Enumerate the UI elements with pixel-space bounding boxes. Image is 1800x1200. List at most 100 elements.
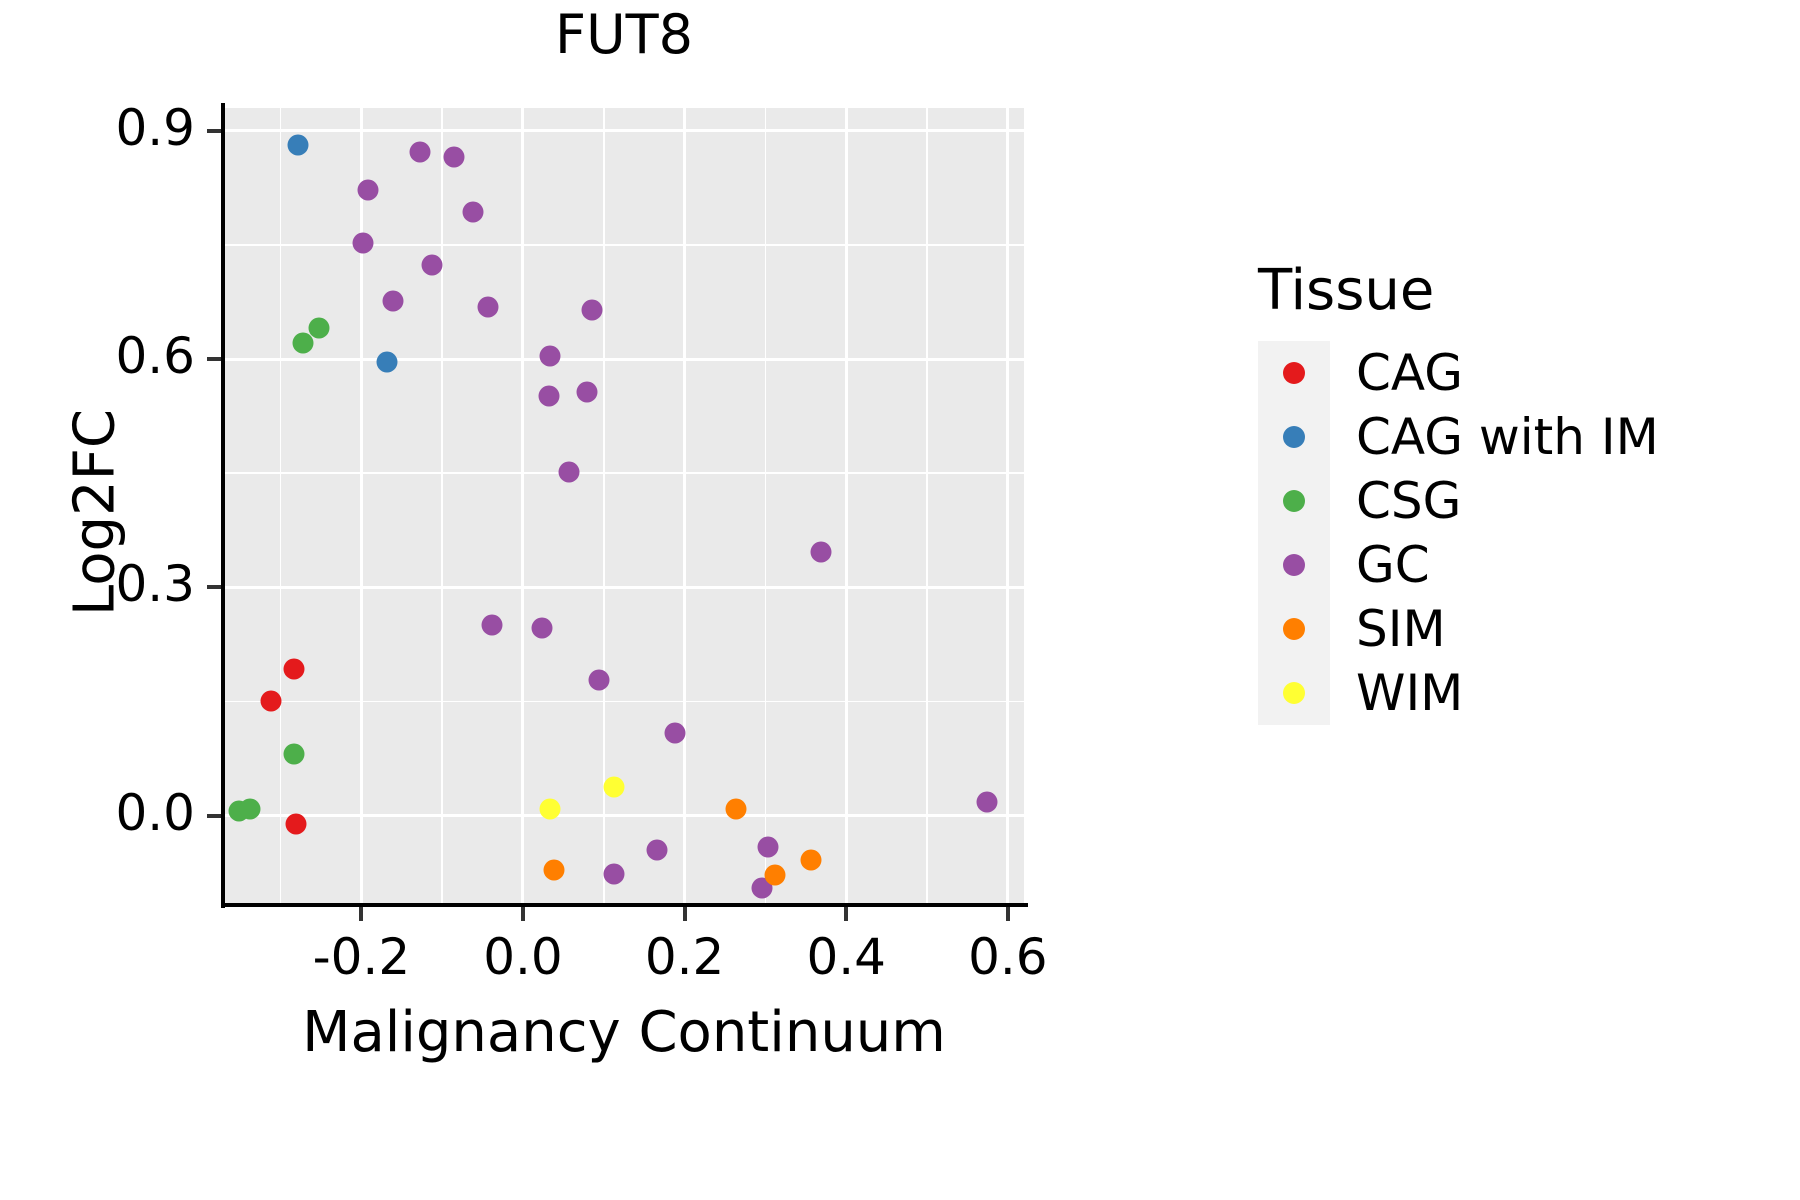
y-axis-tick-label: 0.6 xyxy=(115,327,195,386)
plot-panel xyxy=(224,108,1024,903)
gridline-minor-vertical xyxy=(764,108,767,903)
gridline-minor-horizontal xyxy=(224,244,1024,246)
y-axis-tick-label: 0.9 xyxy=(115,98,195,157)
legend-item-label: GC xyxy=(1356,536,1430,594)
data-point[interactable] xyxy=(285,813,307,835)
data-point[interactable] xyxy=(558,461,580,483)
gridline-minor-vertical xyxy=(603,108,605,903)
legend-dot-icon xyxy=(1283,490,1305,512)
data-point[interactable] xyxy=(283,658,305,680)
gridline-major-vertical xyxy=(521,108,525,903)
legend-item-sim[interactable]: SIM xyxy=(1258,597,1778,661)
legend-swatch xyxy=(1258,469,1330,533)
data-point[interactable] xyxy=(376,351,398,373)
gridline-major-horizontal xyxy=(224,129,1024,133)
data-point[interactable] xyxy=(481,614,503,636)
legend-swatch xyxy=(1258,341,1330,405)
data-point[interactable] xyxy=(260,690,282,712)
legend-swatch-background xyxy=(1258,341,1330,725)
data-point[interactable] xyxy=(287,134,309,156)
legend-item-label: CAG xyxy=(1356,344,1463,402)
gridline-minor-vertical xyxy=(441,108,443,903)
x-axis-tick xyxy=(359,907,364,921)
data-point[interactable] xyxy=(357,179,379,201)
data-point[interactable] xyxy=(477,296,499,318)
legend-dot-icon xyxy=(1283,362,1305,384)
gridline-minor-horizontal xyxy=(224,700,1024,703)
data-point[interactable] xyxy=(664,722,686,744)
data-point[interactable] xyxy=(539,798,561,820)
data-point[interactable] xyxy=(764,864,786,886)
data-point[interactable] xyxy=(539,345,561,367)
gridline-major-horizontal xyxy=(224,357,1024,361)
data-point[interactable] xyxy=(646,839,668,861)
legend-item-label: CAG with IM xyxy=(1356,408,1659,466)
data-point[interactable] xyxy=(283,743,305,765)
legend-item-cag[interactable]: CAG xyxy=(1258,341,1778,405)
y-axis-tick xyxy=(207,813,221,818)
data-point[interactable] xyxy=(603,776,625,798)
x-axis-tick xyxy=(1005,907,1010,921)
legend-entries: CAG CAG with IM CSG GC SIM WIM xyxy=(1258,341,1778,725)
legend-item-label: SIM xyxy=(1356,600,1446,658)
x-axis-tick-label: 0.6 xyxy=(968,928,1048,986)
data-point[interactable] xyxy=(976,791,998,813)
data-point[interactable] xyxy=(409,141,431,163)
data-point[interactable] xyxy=(588,669,610,691)
data-point[interactable] xyxy=(531,617,553,639)
legend: Tissue CAG CAG with IM CSG GC SIM WIM xyxy=(1258,258,1778,725)
x-axis-tick xyxy=(520,907,525,921)
legend-swatch xyxy=(1258,533,1330,597)
gridline-major-vertical xyxy=(359,108,363,903)
data-point[interactable] xyxy=(581,299,603,321)
legend-item-gc[interactable]: GC xyxy=(1258,533,1778,597)
legend-swatch xyxy=(1258,597,1330,661)
data-point[interactable] xyxy=(308,317,330,339)
gridline-major-vertical xyxy=(844,108,848,903)
data-point[interactable] xyxy=(352,232,374,254)
data-point[interactable] xyxy=(538,385,560,407)
legend-dot-icon xyxy=(1283,682,1305,704)
data-point[interactable] xyxy=(810,541,832,563)
gridline-minor-horizontal xyxy=(224,472,1024,474)
data-point[interactable] xyxy=(725,798,746,820)
gridline-minor-vertical xyxy=(926,108,928,903)
data-point[interactable] xyxy=(543,859,565,881)
data-point[interactable] xyxy=(421,254,443,276)
data-point[interactable] xyxy=(239,798,261,820)
x-axis-tick-label: 0.4 xyxy=(806,928,886,986)
legend-swatch xyxy=(1258,405,1330,469)
page-title: FUT8 xyxy=(555,3,693,66)
x-axis-tick-label: 0.2 xyxy=(644,928,725,986)
y-axis-line xyxy=(221,103,225,908)
legend-dot-icon xyxy=(1283,426,1305,448)
data-point[interactable] xyxy=(757,836,779,858)
legend-dot-icon xyxy=(1283,618,1305,640)
legend-item-cag-with-im[interactable]: CAG with IM xyxy=(1258,405,1778,469)
legend-dot-icon xyxy=(1283,554,1305,576)
x-axis-tick xyxy=(682,907,687,921)
legend-item-csg[interactable]: CSG xyxy=(1258,469,1778,533)
legend-item-wim[interactable]: WIM xyxy=(1258,661,1778,725)
data-point[interactable] xyxy=(443,146,465,168)
gridline-major-vertical xyxy=(1006,108,1010,903)
data-point[interactable] xyxy=(576,381,598,403)
data-point[interactable] xyxy=(800,849,822,871)
x-axis-line xyxy=(221,903,1028,907)
y-axis-tick-label: 0.3 xyxy=(115,555,195,614)
x-axis-tick-label: 0.0 xyxy=(483,928,563,986)
gridline-major-horizontal xyxy=(224,585,1024,589)
y-axis-tick xyxy=(207,585,221,590)
data-point[interactable] xyxy=(382,290,404,312)
y-axis-tick-label: 0.0 xyxy=(115,783,195,842)
data-point[interactable] xyxy=(462,201,484,223)
legend-item-label: WIM xyxy=(1356,664,1464,722)
y-axis-label: Log2FC xyxy=(62,409,128,616)
gridline-major-vertical xyxy=(683,108,687,903)
y-axis-tick xyxy=(207,128,221,133)
data-point[interactable] xyxy=(603,863,625,885)
x-axis-tick-label: -0.2 xyxy=(312,928,411,986)
data-point[interactable] xyxy=(292,332,314,354)
x-axis-label: Malignancy Continuum xyxy=(302,1000,946,1065)
